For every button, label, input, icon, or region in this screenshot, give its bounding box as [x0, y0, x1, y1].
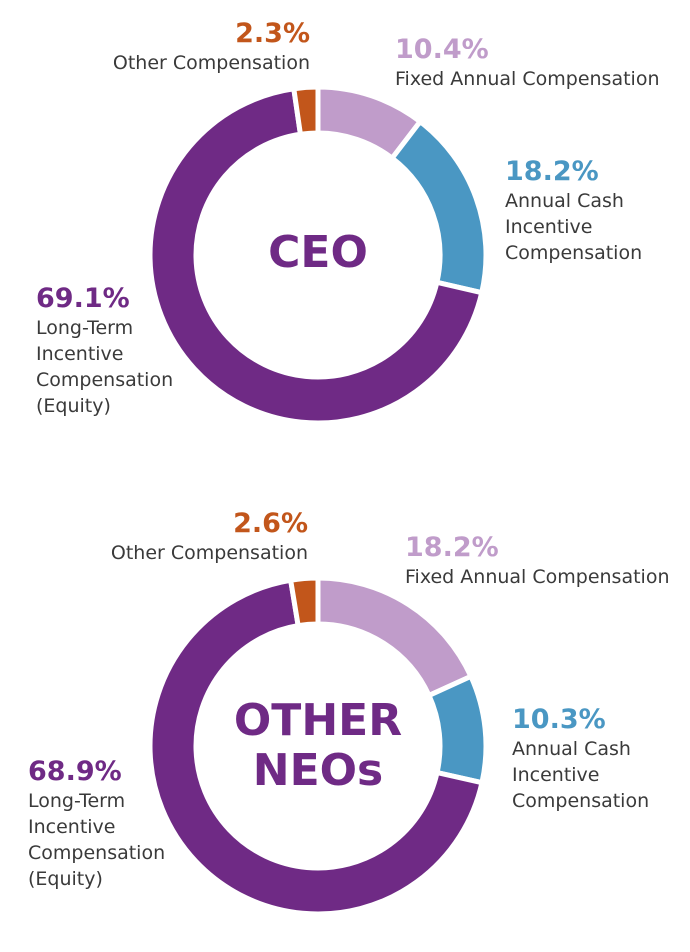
- neo-cash-label: Annual Cash Incentive Compensation: [512, 738, 650, 812]
- ceo-fixed-percent: 10.4%: [395, 34, 489, 65]
- ceo-callout-cash: 18.2% Annual Cash Incentive Compensation: [505, 156, 642, 266]
- neo-fixed-percent: 18.2%: [405, 532, 499, 563]
- other-neos-donut-svg: [147, 575, 489, 917]
- ceo-ltic-percent: 69.1%: [36, 283, 130, 314]
- donut-slice-annual-cash-incentive-compensation: [425, 673, 489, 786]
- neo-callout-cash: 10.3% Annual Cash Incentive Compensation: [512, 704, 649, 814]
- other-neos-donut-chart: OTHER NEOs 18.2% Fixed Annual Compensati…: [0, 480, 690, 950]
- neo-callout-ltic: 68.9% Long-Term Incentive Compensation (…: [28, 756, 165, 892]
- donut-slice-other-compensation: [290, 84, 321, 138]
- neo-other-label: Other Compensation: [110, 542, 308, 564]
- ceo-other-label: Other Compensation: [112, 52, 310, 74]
- neo-callout-fixed: 18.2% Fixed Annual Compensation: [405, 532, 670, 590]
- ceo-other-percent: 2.3%: [235, 18, 310, 49]
- ceo-cash-label: Annual Cash Incentive Compensation: [505, 190, 643, 264]
- donut-slice-fixed-annual-compensation: [315, 575, 475, 699]
- ceo-callout-fixed: 10.4% Fixed Annual Compensation: [395, 34, 660, 92]
- ceo-donut-chart: CEO 10.4% Fixed Annual Compensation 18.2…: [0, 0, 690, 470]
- donut-slice-long-term-incentive-compensation-equity: [147, 85, 485, 426]
- donut-slice-other-compensation: [287, 575, 321, 629]
- neo-callout-other: 2.6% Other Compensation: [96, 508, 308, 566]
- donut-slice-long-term-incentive-compensation-equity: [147, 577, 485, 917]
- neo-cash-percent: 10.3%: [512, 704, 606, 735]
- other-neos-center-label: OTHER NEOs: [233, 695, 403, 796]
- ceo-cash-percent: 18.2%: [505, 156, 599, 187]
- neo-fixed-label: Fixed Annual Compensation: [405, 566, 670, 588]
- neo-other-percent: 2.6%: [233, 508, 308, 539]
- neo-ltic-label: Long-Term Incentive Compensation (Equity…: [28, 790, 166, 890]
- ceo-callout-other: 2.3% Other Compensation: [100, 18, 310, 76]
- ceo-center-label: CEO: [268, 227, 368, 278]
- ceo-ltic-label: Long-Term Incentive Compensation (Equity…: [36, 317, 174, 417]
- neo-ltic-percent: 68.9%: [28, 756, 122, 787]
- ceo-callout-ltic: 69.1% Long-Term Incentive Compensation (…: [36, 283, 173, 419]
- ceo-donut-svg: [147, 84, 489, 426]
- ceo-fixed-label: Fixed Annual Compensation: [395, 68, 660, 90]
